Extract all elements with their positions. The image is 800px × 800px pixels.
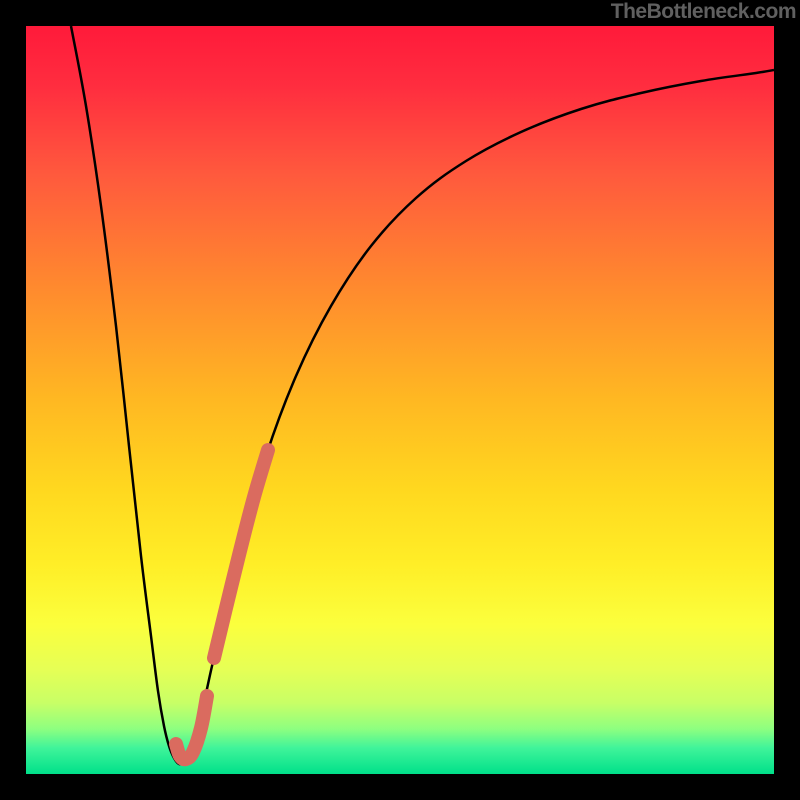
attribution-text: TheBottleneck.com — [611, 0, 796, 24]
chart-background — [26, 26, 774, 774]
bottleneck-chart — [0, 0, 800, 800]
